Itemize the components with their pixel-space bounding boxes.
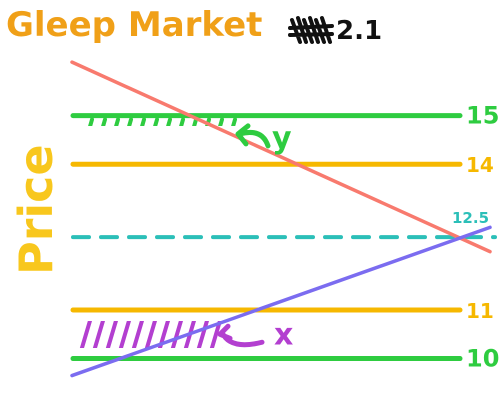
hatch-stroke — [179, 117, 185, 126]
hatch-stroke — [166, 117, 172, 126]
level-label-15: 15 — [466, 102, 499, 130]
hatch-stroke — [118, 321, 132, 348]
hatch-stroke — [127, 117, 133, 126]
hatch-region-y — [88, 117, 261, 162]
arrow-y-icon — [235, 123, 271, 149]
curve-red-decreasing — [70, 60, 492, 254]
level-label-12-5: 12.5 — [452, 209, 489, 227]
hatch-stroke — [101, 117, 107, 126]
hatch-stroke — [140, 117, 146, 126]
chart-title: Gleep Market — [6, 5, 262, 45]
level-label-11: 11 — [466, 299, 494, 323]
hatch-stroke — [192, 117, 198, 126]
hatch-stroke — [196, 321, 210, 348]
hatch-region-x — [79, 321, 223, 348]
hatch-stroke — [88, 117, 94, 126]
hatch-stroke — [131, 321, 145, 348]
title-version: 2.1 — [336, 16, 382, 46]
hatch-stroke — [170, 321, 184, 348]
hatch-stroke — [92, 321, 106, 348]
hatch-stroke — [114, 117, 120, 126]
hatch-stroke — [105, 321, 119, 348]
hatch-stroke — [231, 117, 237, 126]
hatch-stroke — [153, 117, 159, 126]
hatch-stroke — [249, 120, 261, 162]
annotation-x: x — [274, 317, 293, 352]
annotation-y: y — [272, 121, 292, 156]
hatch-stroke — [79, 321, 93, 348]
hatch-stroke — [157, 321, 171, 348]
hatch-stroke — [209, 321, 223, 348]
level-label-10: 10 — [466, 345, 499, 373]
y-axis-label: Price — [9, 144, 63, 275]
hatch-stroke — [205, 117, 211, 126]
arrow-x-icon — [217, 323, 265, 348]
title-scribble — [288, 16, 334, 44]
level-label-14: 14 — [466, 153, 494, 177]
curve-purple-increasing — [70, 225, 492, 378]
